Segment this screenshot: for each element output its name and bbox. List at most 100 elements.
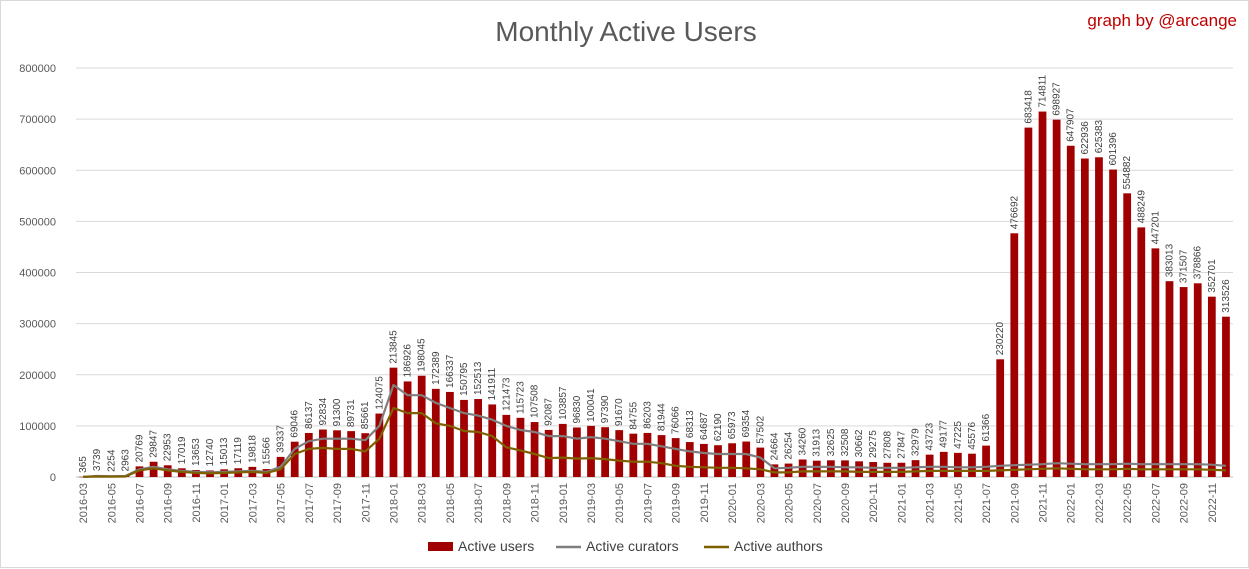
bar [1024, 127, 1033, 478]
bar [544, 429, 553, 477]
bar [601, 427, 609, 477]
bar [953, 452, 962, 477]
x-tick-label: 2020-07 [812, 483, 824, 523]
x-tick-label: 2021-07 [981, 483, 993, 523]
bar-data-label: 17019 [177, 436, 188, 464]
bar-data-label: 230220 [995, 321, 1006, 355]
bar-data-label: 2963 [120, 449, 131, 472]
series-line-active-authors [83, 406, 1226, 478]
bar [869, 462, 878, 477]
y-tick-label: 600000 [19, 165, 56, 177]
bar-data-label: 124075 [374, 376, 385, 410]
bar [812, 460, 821, 477]
x-tick-label: 2019-01 [558, 483, 570, 523]
bar [784, 463, 793, 477]
bar [728, 443, 736, 477]
y-tick-label: 100000 [19, 421, 56, 433]
bar [968, 453, 976, 477]
bar [361, 433, 370, 477]
gridlines [76, 67, 1233, 478]
legend-swatch-active-users [428, 542, 453, 551]
bar-data-label: 76066 [671, 406, 682, 434]
bar [798, 459, 807, 477]
bar [770, 464, 779, 477]
bar [403, 381, 412, 477]
bar-data-label: 15566 [261, 437, 272, 465]
chart-title: Monthly Active Users [495, 16, 756, 47]
bar-data-label: 57502 [755, 415, 766, 443]
x-tick-label: 2022-01 [1066, 483, 1078, 523]
bar-data-label: 213845 [388, 330, 399, 364]
bar-data-label: 32979 [911, 428, 922, 456]
bar-data-label: 313526 [1221, 279, 1232, 313]
bar [1109, 169, 1117, 477]
x-tick-label: 2018-03 [417, 483, 429, 523]
bar [558, 423, 567, 477]
bar-data-label: 27808 [882, 431, 893, 459]
bar-data-label: 91670 [614, 398, 625, 426]
legend-label-active-curators: Active curators [586, 538, 679, 554]
bar-data-label: 103857 [558, 386, 569, 420]
x-tick-label: 2021-11 [1038, 483, 1050, 523]
bar [685, 442, 694, 477]
y-tick-label: 200000 [19, 370, 56, 382]
bar-data-label: 97390 [600, 395, 611, 423]
bar [826, 460, 835, 477]
bar-data-label: 86203 [642, 401, 653, 429]
y-tick-label: 300000 [19, 319, 56, 331]
bar [290, 441, 299, 477]
bar-data-label: 121473 [501, 377, 512, 411]
bar [996, 359, 1005, 477]
bar [389, 367, 398, 477]
y-tick-label: 800000 [19, 63, 56, 75]
bar-data-label: 352701 [1207, 259, 1218, 293]
x-tick-label: 2016-03 [78, 483, 90, 523]
line-series [83, 383, 1226, 478]
x-tick-label: 2020-09 [840, 483, 852, 523]
y-axis: 0 100000 200000 300000 400000 500000 600000 700… [19, 63, 56, 484]
bar-data-label: 115723 [515, 381, 526, 414]
bar-data-label: 69354 [741, 409, 752, 437]
bar-data-label: 47225 [953, 421, 964, 449]
x-tick-label: 2021-05 [953, 483, 965, 523]
x-tick-label: 2019-09 [671, 483, 683, 523]
bar [516, 417, 525, 477]
bar [982, 445, 990, 477]
x-tick-label: 2017-01 [219, 483, 231, 523]
x-tick-label: 2021-01 [896, 483, 908, 523]
bar [1095, 157, 1103, 477]
bar [417, 375, 426, 477]
bar [1080, 158, 1089, 477]
bar [841, 460, 849, 477]
bar-data-label: 107508 [530, 384, 541, 418]
bar-data-label: 488249 [1136, 190, 1147, 224]
bar [643, 432, 652, 477]
bar-data-label: 698927 [1052, 82, 1063, 116]
bar [714, 445, 722, 477]
bar-data-label: 365 [78, 456, 89, 473]
bar-data-label: 92087 [544, 398, 555, 426]
x-tick-label: 2018-11 [530, 483, 542, 523]
x-tick-label: 2016-07 [134, 483, 146, 523]
bar-series [79, 111, 1230, 478]
x-tick-label: 2022-05 [1122, 483, 1134, 523]
bar-data-label: 81944 [657, 403, 668, 431]
bar-data-label: 714811 [1038, 74, 1049, 107]
x-tick-label: 2016-05 [106, 483, 118, 523]
bar [1038, 111, 1047, 477]
x-tick-label: 2020-01 [727, 483, 739, 523]
x-tick-label: 2017-07 [304, 483, 316, 523]
bar [1222, 316, 1230, 477]
bar [304, 432, 313, 477]
bar-data-label: 69046 [290, 409, 301, 437]
bar-data-label: 29847 [149, 429, 160, 457]
bar-data-label: 27847 [896, 431, 907, 459]
bar-data-label: 19818 [247, 435, 258, 463]
bar-data-label: 30662 [854, 429, 865, 457]
x-axis: 2016-03 2016-05 2016-07 2016-09 2016-11 2017-… [78, 483, 1219, 523]
x-tick-label: 2019-07 [642, 483, 654, 523]
bar-data-label: 554882 [1122, 156, 1133, 190]
x-tick-label: 2019-11 [699, 483, 711, 523]
bar-data-label: 84755 [628, 401, 639, 429]
